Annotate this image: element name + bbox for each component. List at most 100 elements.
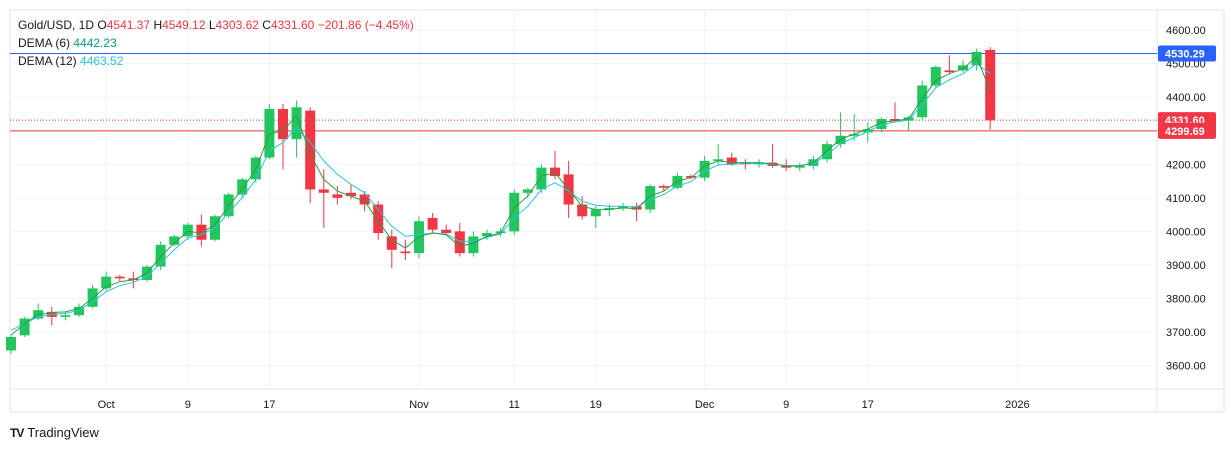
candle-body [468,236,479,254]
candle-body [196,224,207,240]
chart-axes: 3600.00 3700.00 3800.00 3900.00 4000.00 4100.… [98,25,1206,411]
high-value: 4549.12 [162,18,206,32]
dema12-label: DEMA (12) [18,54,77,68]
open-label: O [97,18,107,32]
y-tick-label: 4500.00 [1166,59,1206,71]
y-tick-label: 4000.00 [1166,226,1206,238]
candle-body [128,278,139,280]
candle-body [114,276,125,279]
candle-body [373,204,384,234]
y-tick-label: 4600.00 [1166,25,1206,37]
candle-body [182,224,193,237]
candle-body [359,194,370,205]
candle-body [944,70,955,73]
dema-lines [10,56,991,336]
candle-body [699,160,710,178]
candle-body [631,206,642,210]
candle-body [74,306,84,316]
candle-body [223,194,234,217]
x-tick-label: Dec [695,399,715,411]
candle-body [87,288,98,307]
candle-body [686,176,696,178]
x-tick-label: 17 [862,399,874,411]
chart-border [9,9,1225,413]
candle-body [237,179,248,195]
candle-body [346,192,356,197]
candle-body [427,217,438,230]
candle-body [332,194,343,198]
candle-body [482,233,492,237]
candle-body [971,51,982,66]
candle-body [604,207,615,210]
candle-body [958,65,968,71]
candle-body [862,129,873,133]
symbol-label[interactable]: Gold/USD, 1D [18,18,95,32]
price-lines [10,53,1157,132]
candle-body [522,189,533,193]
x-tick-label: Nov [409,399,429,411]
price-label-box [1158,122,1216,139]
candle-body [155,244,166,267]
chart-grid [9,9,1225,413]
tradingview-logo-icon: TV [10,425,24,440]
chart-legend: Gold/USD, 1D O4541.37 H4549.12 L4303.62 … [18,16,414,70]
candles [6,47,996,354]
price-label-text: 4530.29 [1165,49,1205,61]
candle-body [713,159,724,161]
low-label: L [208,18,216,32]
tradingview-footer[interactable]: TV TradingView [10,425,99,440]
dema6-line [10,56,991,336]
candle-body [318,189,329,193]
candle-body [400,251,411,254]
candle-body [930,67,941,86]
candle-body [577,204,588,217]
dema12-line [10,63,991,331]
close-value: 4331.60 [270,18,315,32]
candle-body [794,165,805,168]
y-tick-label: 3700.00 [1166,327,1206,339]
candle-body [278,108,288,140]
candle-body [726,157,737,165]
candle-body [414,221,424,254]
x-tick-label: 19 [590,399,602,411]
open-value: 4541.37 [106,18,151,32]
candle-body [169,236,180,245]
candle-body [849,134,860,136]
x-tick-label: 17 [263,399,275,411]
price-label-box [1158,45,1216,62]
tradingview-brand: TradingView [27,425,99,440]
high-label: H [153,18,163,32]
candle-body [454,231,465,254]
candle-body [536,167,547,190]
candle-body [890,119,900,121]
y-tick-label: 3900.00 [1166,260,1206,272]
dema12-value: 4463.52 [80,54,124,68]
candle-body [835,135,846,145]
candle-body [672,176,683,188]
candle-body [60,315,71,317]
candle-body [876,119,887,130]
close-label: C [262,18,271,32]
candle-body [291,107,302,140]
x-tick-label: 9 [185,399,191,411]
candle-body [441,229,452,234]
y-tick-label: 3800.00 [1166,293,1206,305]
candle-body [19,318,30,336]
candle-body [264,108,275,158]
y-tick-label: 4400.00 [1166,92,1206,104]
change-value: −201.86 (−4.45%) [317,18,414,32]
x-tick-label: Oct [98,399,115,411]
candle-body [386,236,397,250]
dema6-row[interactable]: DEMA (6) 4442.23 [18,34,414,52]
price-label-text: 4299.69 [1165,126,1205,138]
dema12-row[interactable]: DEMA (12) 4463.52 [18,52,414,70]
y-tick-label: 3600.00 [1166,361,1206,373]
y-tick-label: 4200.00 [1166,159,1206,171]
candle-body [822,144,832,160]
candle-body [550,167,560,177]
ohlc-row: Gold/USD, 1D O4541.37 H4549.12 L4303.62 … [18,16,414,34]
dema6-value: 4442.23 [73,36,117,50]
candle-body [618,206,628,208]
